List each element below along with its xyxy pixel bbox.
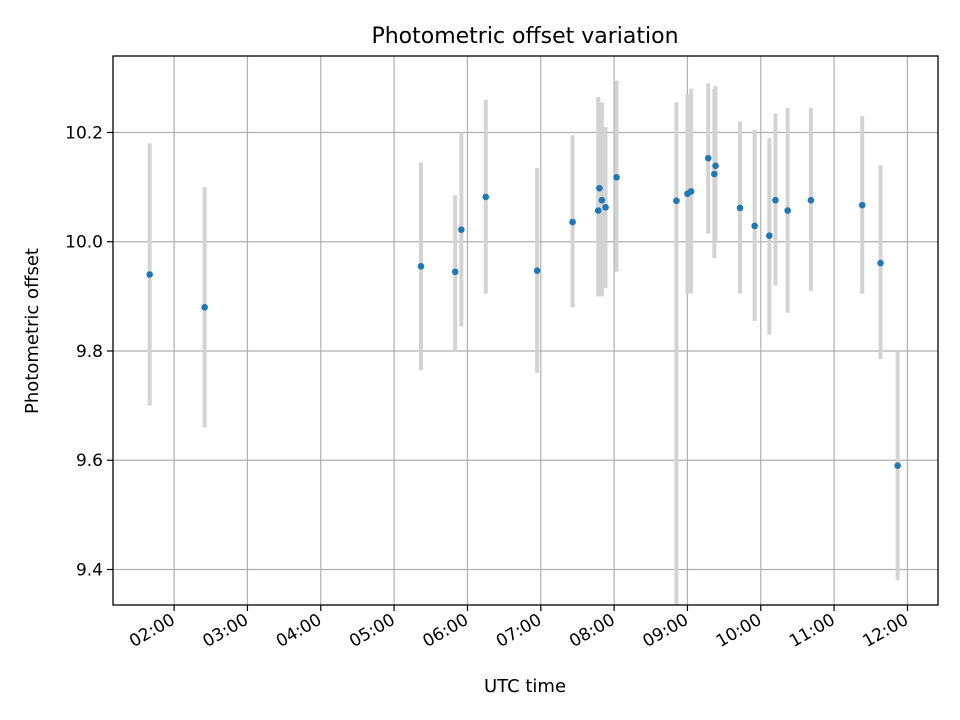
data-point bbox=[602, 204, 609, 211]
y-tick-label: 9.4 bbox=[76, 560, 103, 580]
x-axis-label: UTC time bbox=[484, 676, 566, 697]
data-point bbox=[766, 232, 773, 240]
data-point bbox=[711, 170, 718, 178]
data-point bbox=[613, 173, 620, 181]
data-point bbox=[877, 259, 884, 267]
y-axis-label: Photometric offset bbox=[22, 248, 43, 414]
data-point bbox=[704, 154, 712, 162]
data-point bbox=[751, 222, 758, 230]
data-point bbox=[858, 201, 866, 209]
data-point bbox=[146, 271, 153, 278]
data-point bbox=[201, 303, 208, 311]
y-axis: 9.4 9.6 9.8 10.0 10.2 bbox=[65, 123, 113, 580]
data-point bbox=[712, 162, 719, 170]
data-points bbox=[146, 154, 901, 470]
y-tick-label: 10.2 bbox=[65, 123, 103, 143]
data-point bbox=[784, 207, 791, 214]
data-point bbox=[596, 184, 603, 192]
data-point bbox=[533, 267, 541, 274]
data-point bbox=[894, 462, 901, 470]
data-point bbox=[482, 193, 490, 201]
data-point bbox=[594, 207, 602, 214]
data-point bbox=[673, 197, 680, 205]
plot-frame bbox=[112, 55, 939, 606]
data-point bbox=[598, 196, 606, 204]
y-tick-label: 9.8 bbox=[76, 342, 103, 362]
data-point bbox=[807, 196, 815, 204]
grid bbox=[113, 56, 938, 605]
data-point bbox=[687, 188, 695, 195]
data-point bbox=[458, 226, 465, 234]
y-tick-label: 9.6 bbox=[76, 451, 103, 471]
chart-title: Photometric offset variation bbox=[371, 24, 678, 49]
data-point bbox=[736, 204, 744, 212]
data-point bbox=[569, 218, 576, 226]
data-point bbox=[451, 268, 459, 276]
data-point bbox=[417, 263, 425, 270]
data-point bbox=[772, 196, 779, 204]
y-tick-label: 10.0 bbox=[65, 233, 103, 253]
